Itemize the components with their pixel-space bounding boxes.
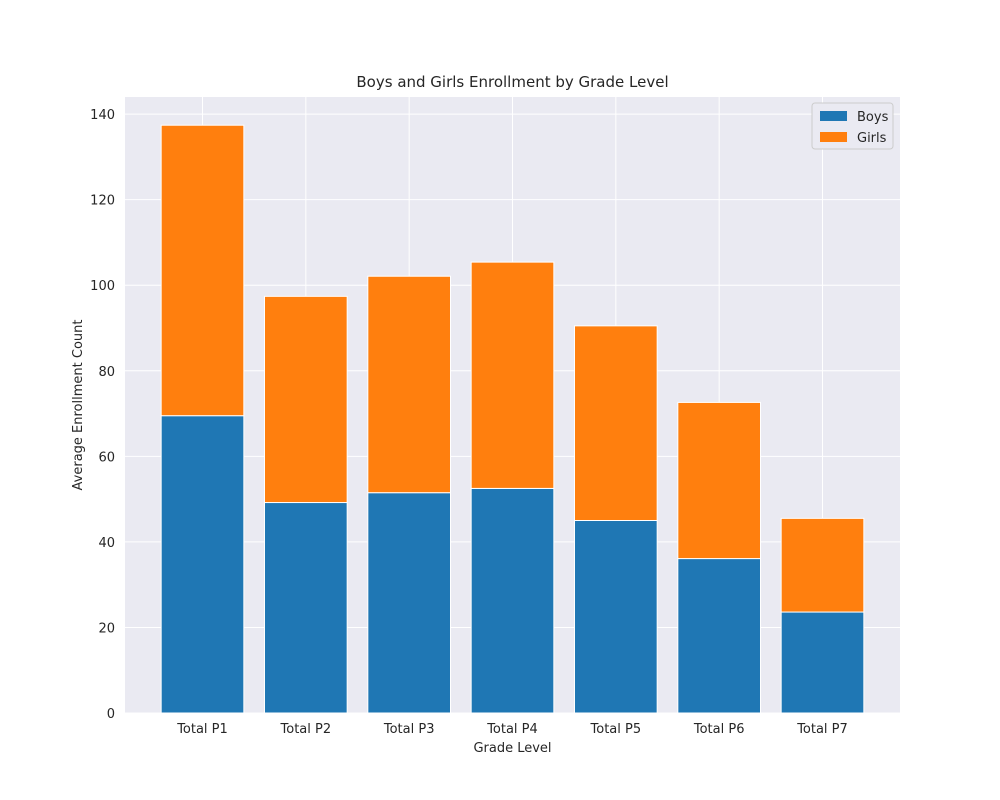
x-axis-label: Grade Level bbox=[473, 741, 551, 756]
legend-label-boys: Boys bbox=[857, 110, 889, 125]
bar-boys-4 bbox=[470, 487, 555, 714]
bar-boys-3 bbox=[367, 492, 452, 714]
x-tick-label: Total P7 bbox=[796, 722, 848, 737]
y-tick-label: 80 bbox=[98, 365, 115, 380]
y-axis-label: Average Enrollment Count bbox=[71, 320, 86, 491]
legend-swatch-boys bbox=[820, 111, 847, 121]
bar-boys-7 bbox=[780, 611, 865, 714]
bar-girls-7 bbox=[780, 517, 865, 613]
series-boys bbox=[160, 415, 865, 714]
bar-boys-6 bbox=[677, 558, 761, 714]
chart-title: Boys and Girls Enrollment by Grade Level bbox=[356, 73, 668, 91]
bar-girls-1 bbox=[160, 124, 245, 417]
y-tick-label: 100 bbox=[90, 279, 115, 294]
bar-girls-6 bbox=[677, 401, 761, 560]
x-tick-label: Total P3 bbox=[383, 722, 435, 737]
x-tick-label: Total P2 bbox=[280, 722, 332, 737]
y-tick-label: 0 bbox=[107, 707, 115, 722]
legend-label-girls: Girls bbox=[857, 131, 887, 146]
bars bbox=[160, 124, 865, 714]
bar-boys-2 bbox=[264, 502, 348, 714]
x-tick-label: Total P5 bbox=[590, 722, 642, 737]
y-tick-label: 60 bbox=[98, 450, 115, 465]
legend: Boys Girls bbox=[811, 102, 894, 150]
x-tick-label: Total P6 bbox=[693, 722, 745, 737]
bar-boys-1 bbox=[160, 415, 245, 714]
bar-girls-3 bbox=[367, 275, 452, 494]
x-tick-label: Total P1 bbox=[176, 722, 228, 737]
bar-girls-5 bbox=[574, 325, 658, 521]
y-tick-labels: 0 20 40 60 80 100 120 140 bbox=[90, 108, 115, 722]
legend-swatch-girls bbox=[820, 132, 847, 142]
bar-boys-5 bbox=[574, 520, 658, 714]
y-tick-label: 120 bbox=[90, 194, 115, 209]
series-girls bbox=[160, 124, 865, 613]
x-tick-label: Total P4 bbox=[486, 722, 538, 737]
x-tick-labels: Total P1 Total P2 Total P3 Total P4 Total P5… bbox=[176, 722, 848, 737]
y-tick-label: 140 bbox=[90, 108, 115, 123]
bar-girls-2 bbox=[264, 295, 348, 504]
bar-girls-4 bbox=[470, 261, 555, 489]
y-tick-label: 40 bbox=[98, 536, 115, 551]
y-tick-label: 20 bbox=[98, 621, 115, 636]
